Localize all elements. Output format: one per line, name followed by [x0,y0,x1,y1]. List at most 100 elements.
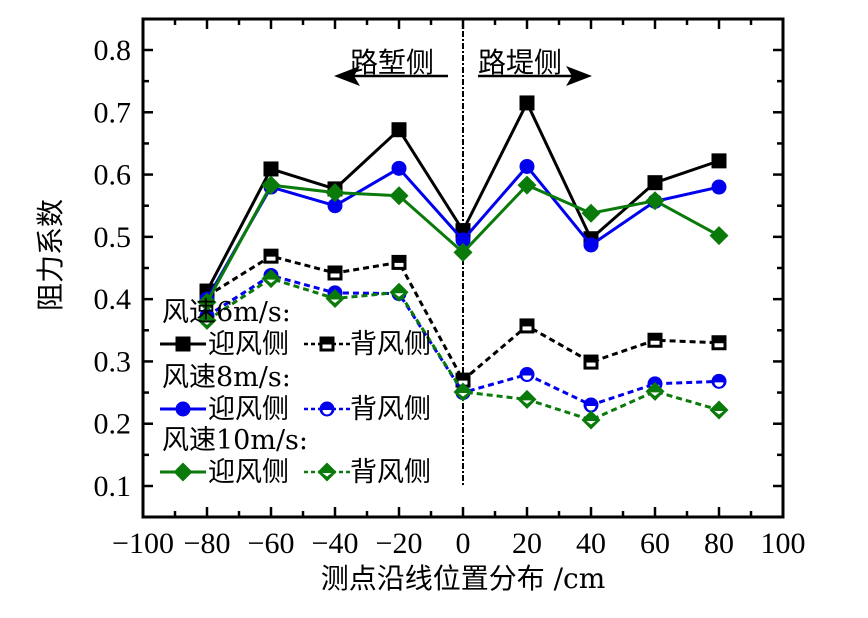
marker-hollow [330,299,340,304]
data-point [391,254,407,270]
marker-shape [319,401,335,417]
series-4 [197,175,729,312]
x-tick-label: 100 [761,527,806,560]
data-point [263,248,279,264]
marker-hollow [586,362,596,367]
x-tick-label: −80 [184,527,231,560]
data-point [389,186,409,206]
series-layer [197,95,729,430]
marker-shape [645,381,665,401]
marker-hollow [202,321,212,325]
marker-hollow [522,400,532,404]
y-tick-label: 0.5 [94,221,132,254]
data-point [453,382,473,402]
marker-shape [325,183,345,203]
marker-shape [519,95,535,111]
marker-shape [391,122,407,138]
marker-hollow [714,343,724,348]
marker-hollow [458,392,468,397]
y-tick-label: 0.7 [94,96,132,129]
data-point [711,373,727,389]
data-point [645,191,665,211]
data-point [583,354,599,370]
data-point [581,203,601,223]
marker-shape [647,175,663,191]
x-tick-label: 0 [456,527,471,560]
data-point [711,335,727,351]
marker-shape [389,282,409,302]
data-point [645,381,665,401]
data-point [517,175,537,195]
data-point [581,410,601,430]
y-tick-label: 0.3 [94,345,132,378]
y-tick-label: 0.2 [94,408,132,441]
data-point [197,310,217,330]
legend-group-1: 风速8m/s:迎风侧 背风侧 [160,362,431,425]
marker-hollow [650,340,660,345]
x-tick-label: −100 [112,527,174,560]
marker-hollow [322,473,332,477]
series-line [206,277,720,422]
data-point [519,95,535,111]
y-tick-label: 0.1 [94,470,132,503]
marker-shape [709,400,729,420]
marker-hollow [650,392,660,396]
data-point [325,183,345,203]
data-point [389,282,409,302]
marker-hollow [522,375,532,381]
marker-hollow [586,420,596,425]
data-point [519,158,535,174]
data-point [197,292,217,312]
data-point [711,153,727,169]
marker-hollow [322,344,332,349]
tick-labels: −100 −80 −60 −40 −20 0 20 40 60 80 100 0.1 0.2 0.3 0.4… [94,34,806,560]
marker-shape [197,292,217,312]
legend-label-leeward: 背风侧 [350,457,431,488]
marker-shape [519,318,535,334]
annotation-cutting-side: 路堑侧 [350,46,434,79]
legend-marker-leeward [319,336,335,352]
series-5 [197,269,729,430]
data-point [583,237,599,253]
legend-group-0: 风速6m/s:迎风侧 背风侧 [160,297,431,360]
marker-shape [583,354,599,370]
legend-label-windward: 迎风侧 [208,329,289,360]
x-tick-label: 40 [576,527,606,560]
data-point [391,160,407,176]
marker-shape [173,462,193,482]
arrow-right-head [566,66,592,86]
legend-marker-windward [175,336,191,352]
marker-hollow [586,406,596,411]
y-tick-label: 0.6 [94,159,132,192]
data-point [517,389,537,409]
marker-shape [581,203,601,223]
arrow-left-head [334,66,360,86]
y-axis-title: 阻力系数 [34,199,67,311]
marker-shape [261,269,281,289]
annotation-embankment-side: 路堤侧 [478,46,562,79]
marker-shape [711,373,727,389]
annotations: 路堑侧 路堤侧 [334,46,592,86]
marker-shape [583,237,599,253]
series-1 [199,248,727,388]
x-tick-label: −60 [248,527,295,560]
data-point [519,367,535,383]
legend-group-title: 风速6m/s: [162,297,291,328]
legend-group-2: 风速10m/s:迎风侧 背风侧 [160,425,431,488]
marker-hollow [394,262,404,267]
marker-hollow [266,256,276,261]
marker-shape [317,462,337,482]
marker-hollow [714,411,724,415]
marker-shape [263,248,279,264]
marker-shape [517,389,537,409]
marker-shape [455,232,471,248]
marker-hollow [330,273,340,278]
marker-shape [391,254,407,270]
marker-shape [711,179,727,195]
legend-label-leeward: 背风侧 [350,394,431,425]
data-point [327,198,343,214]
data-point [453,242,473,262]
data-point [647,332,663,348]
